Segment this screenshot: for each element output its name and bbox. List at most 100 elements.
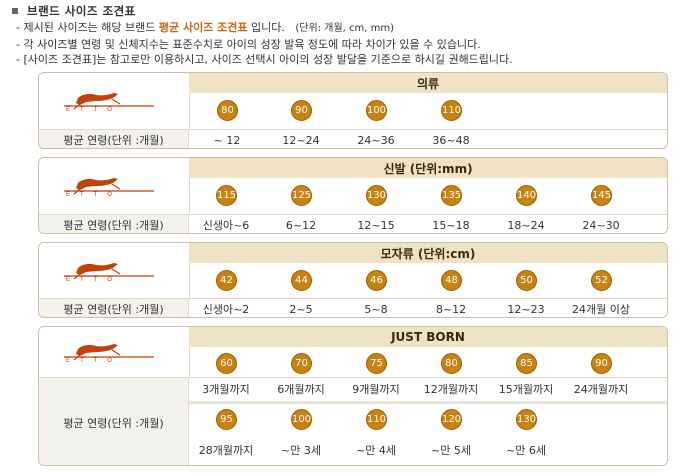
size-badge: 48 (441, 270, 462, 291)
size-badge: 145 (591, 185, 612, 206)
size-badge: 130 (516, 409, 537, 430)
age-value: 8~12 (435, 302, 467, 316)
age-label: 평균 연령(단위 :개월) (39, 214, 189, 233)
etto-logo-icon: ETTO (64, 178, 154, 197)
size-table-hats: ETTO 모자류 (단위:cm) 42 44 46 48 50 52 평균 연령(단위 :… (38, 242, 668, 318)
size-badge: 80 (441, 353, 462, 374)
brand-logo-cell: ETTO (39, 327, 190, 377)
section-title-text: 브랜드 사이즈 조견표 (27, 4, 136, 18)
age-row: 신생아~2 2~5 5~8 8~12 12~23 24개월 이상 (189, 298, 667, 317)
age-value: 12개월까지 (423, 382, 479, 396)
size-badge: 52 (591, 270, 612, 291)
size-badge: 44 (291, 270, 312, 291)
table-header: 의류 (189, 73, 667, 93)
age-value: 15~18 (432, 218, 470, 232)
size-badge: 90 (291, 100, 312, 121)
size-badge: 110 (441, 100, 462, 121)
age-value: 24개월까지 (573, 382, 629, 396)
age-value: 24~30 (582, 218, 620, 232)
svg-text:ETTO: ETTO (66, 107, 122, 112)
note-1-suffix: 입니다. (247, 21, 285, 34)
etto-logo-icon: ETTO (64, 93, 154, 112)
size-badge: 95 (216, 409, 237, 430)
age-value: ~만 3세 (281, 444, 321, 457)
age-row-2: 28개월까지 ~만 3세 ~만 4세 ~만 5세 ~만 6세 (189, 437, 667, 463)
size-badge: 70 (291, 353, 312, 374)
brand-logo-cell: ETTO (39, 158, 190, 214)
size-badge: 130 (366, 185, 387, 206)
note-2-text: - 각 사이즈별 연령 및 신체지수는 표준수치로 아이의 성장 발육 정도에 … (16, 37, 481, 51)
age-value: 24개월 이상 (572, 303, 630, 316)
age-label: 평균 연령(단위 :개월) (39, 377, 189, 465)
size-table-clothing: ETTO 의류 80 90 100 110 평균 연령(단위 :개월) ~ 12 12~… (38, 72, 668, 149)
size-badge: 46 (366, 270, 387, 291)
section-title: 브랜드 사이즈 조견표 (10, 4, 136, 18)
size-badge: 120 (441, 409, 462, 430)
age-value: 28개월까지 (198, 444, 254, 457)
size-badge: 125 (291, 185, 312, 206)
age-value: 신생아~6 (202, 219, 250, 232)
note-line-1: - 제시된 사이즈는 해당 브랜드 평균 사이즈 조견표 입니다. (단위: 개… (16, 20, 513, 37)
age-label: 평균 연령(단위 :개월) (39, 298, 189, 317)
size-badge-row: 42 44 46 48 50 52 (189, 268, 667, 294)
size-badge: 80 (217, 100, 238, 121)
note-3-text: - [사이즈 조견표]는 참고로만 이용하시고, 사이즈 선택시 아이의 성장 … (16, 53, 513, 66)
size-badge: 110 (366, 409, 387, 430)
age-value: 24~36 (357, 133, 395, 147)
size-badge-row: 115 125 130 135 140 145 (189, 183, 667, 209)
size-badge: 135 (441, 185, 462, 206)
note-line-2: - 각 사이즈별 연령 및 신체지수는 표준수치로 아이의 성장 발육 정도에 … (16, 37, 513, 53)
size-badge: 90 (591, 353, 612, 374)
size-badge: 60 (216, 353, 237, 374)
age-value: 12~24 (282, 133, 320, 147)
brand-logo-cell: ETTO (39, 73, 190, 129)
age-value: ~만 5세 (431, 444, 471, 457)
note-1-text: - 제시된 사이즈는 해당 브랜드 (16, 21, 159, 34)
age-row: 3개월까지 6개월까지 9개월까지 12개월까지 15개월까지 24개월까지 (189, 377, 667, 399)
table-header: 신발 (단위:mm) (189, 158, 667, 178)
size-table-just-born: ETTO JUST BORN 60 70 75 80 85 90 평균 연령(단위 :개월… (38, 326, 668, 466)
age-value: 2~5 (289, 302, 313, 316)
age-value: 5~8 (364, 302, 388, 316)
size-badge: 75 (366, 353, 387, 374)
size-badge: 85 (516, 353, 537, 374)
age-row: 신생아~6 6~12 12~15 15~18 18~24 24~30 (189, 214, 667, 233)
size-badge: 42 (216, 270, 237, 291)
svg-text:ETTO: ETTO (66, 358, 122, 363)
size-badge: 140 (516, 185, 537, 206)
svg-text:ETTO: ETTO (66, 277, 122, 282)
size-badge: 50 (516, 270, 537, 291)
age-value: 12~15 (357, 218, 395, 232)
size-badge-row: 60 70 75 80 85 90 (189, 351, 667, 377)
size-badge: 100 (366, 100, 387, 121)
age-value: ~만 4세 (356, 444, 396, 457)
age-value: ~만 6세 (506, 444, 546, 457)
size-table-shoes: ETTO 신발 (단위:mm) 115 125 130 135 140 145 평균 연령… (38, 157, 668, 234)
age-value: 18~24 (507, 218, 545, 232)
size-badge: 115 (216, 185, 237, 206)
note-1-highlight: 평균 사이즈 조견표 (158, 21, 248, 34)
age-label: 평균 연령(단위 :개월) (39, 129, 189, 148)
brand-logo-cell: ETTO (39, 243, 190, 298)
row-divider (189, 401, 667, 404)
notes-list: - 제시된 사이즈는 해당 브랜드 평균 사이즈 조견표 입니다. (단위: 개… (16, 20, 513, 68)
size-badge: 100 (291, 409, 312, 430)
etto-logo-icon: ETTO (64, 262, 154, 282)
age-value: 6개월까지 (277, 382, 325, 396)
age-value: 12~23 (507, 302, 545, 316)
etto-logo-icon: ETTO (64, 344, 154, 363)
age-value: 신생아~2 (202, 303, 250, 316)
note-line-3: - [사이즈 조견표]는 참고로만 이용하시고, 사이즈 선택시 아이의 성장 … (16, 52, 513, 68)
age-value: 36~48 (432, 133, 470, 147)
size-badge-row-2: 95 100 110 120 130 (189, 407, 667, 433)
age-value: 6~12 (285, 218, 317, 232)
age-value: ~ 12 (213, 133, 241, 147)
age-value: 3개월까지 (202, 382, 250, 396)
size-badge-row: 80 90 100 110 (189, 98, 667, 124)
age-row: ~ 12 12~24 24~36 36~48 (189, 129, 667, 148)
note-1-unit: (단위: 개월, cm, mm) (295, 23, 394, 34)
table-header: 모자류 (단위:cm) (189, 243, 667, 263)
svg-text:ETTO: ETTO (66, 192, 122, 197)
bullet-square-icon (12, 8, 18, 14)
age-value: 9개월까지 (352, 382, 400, 396)
